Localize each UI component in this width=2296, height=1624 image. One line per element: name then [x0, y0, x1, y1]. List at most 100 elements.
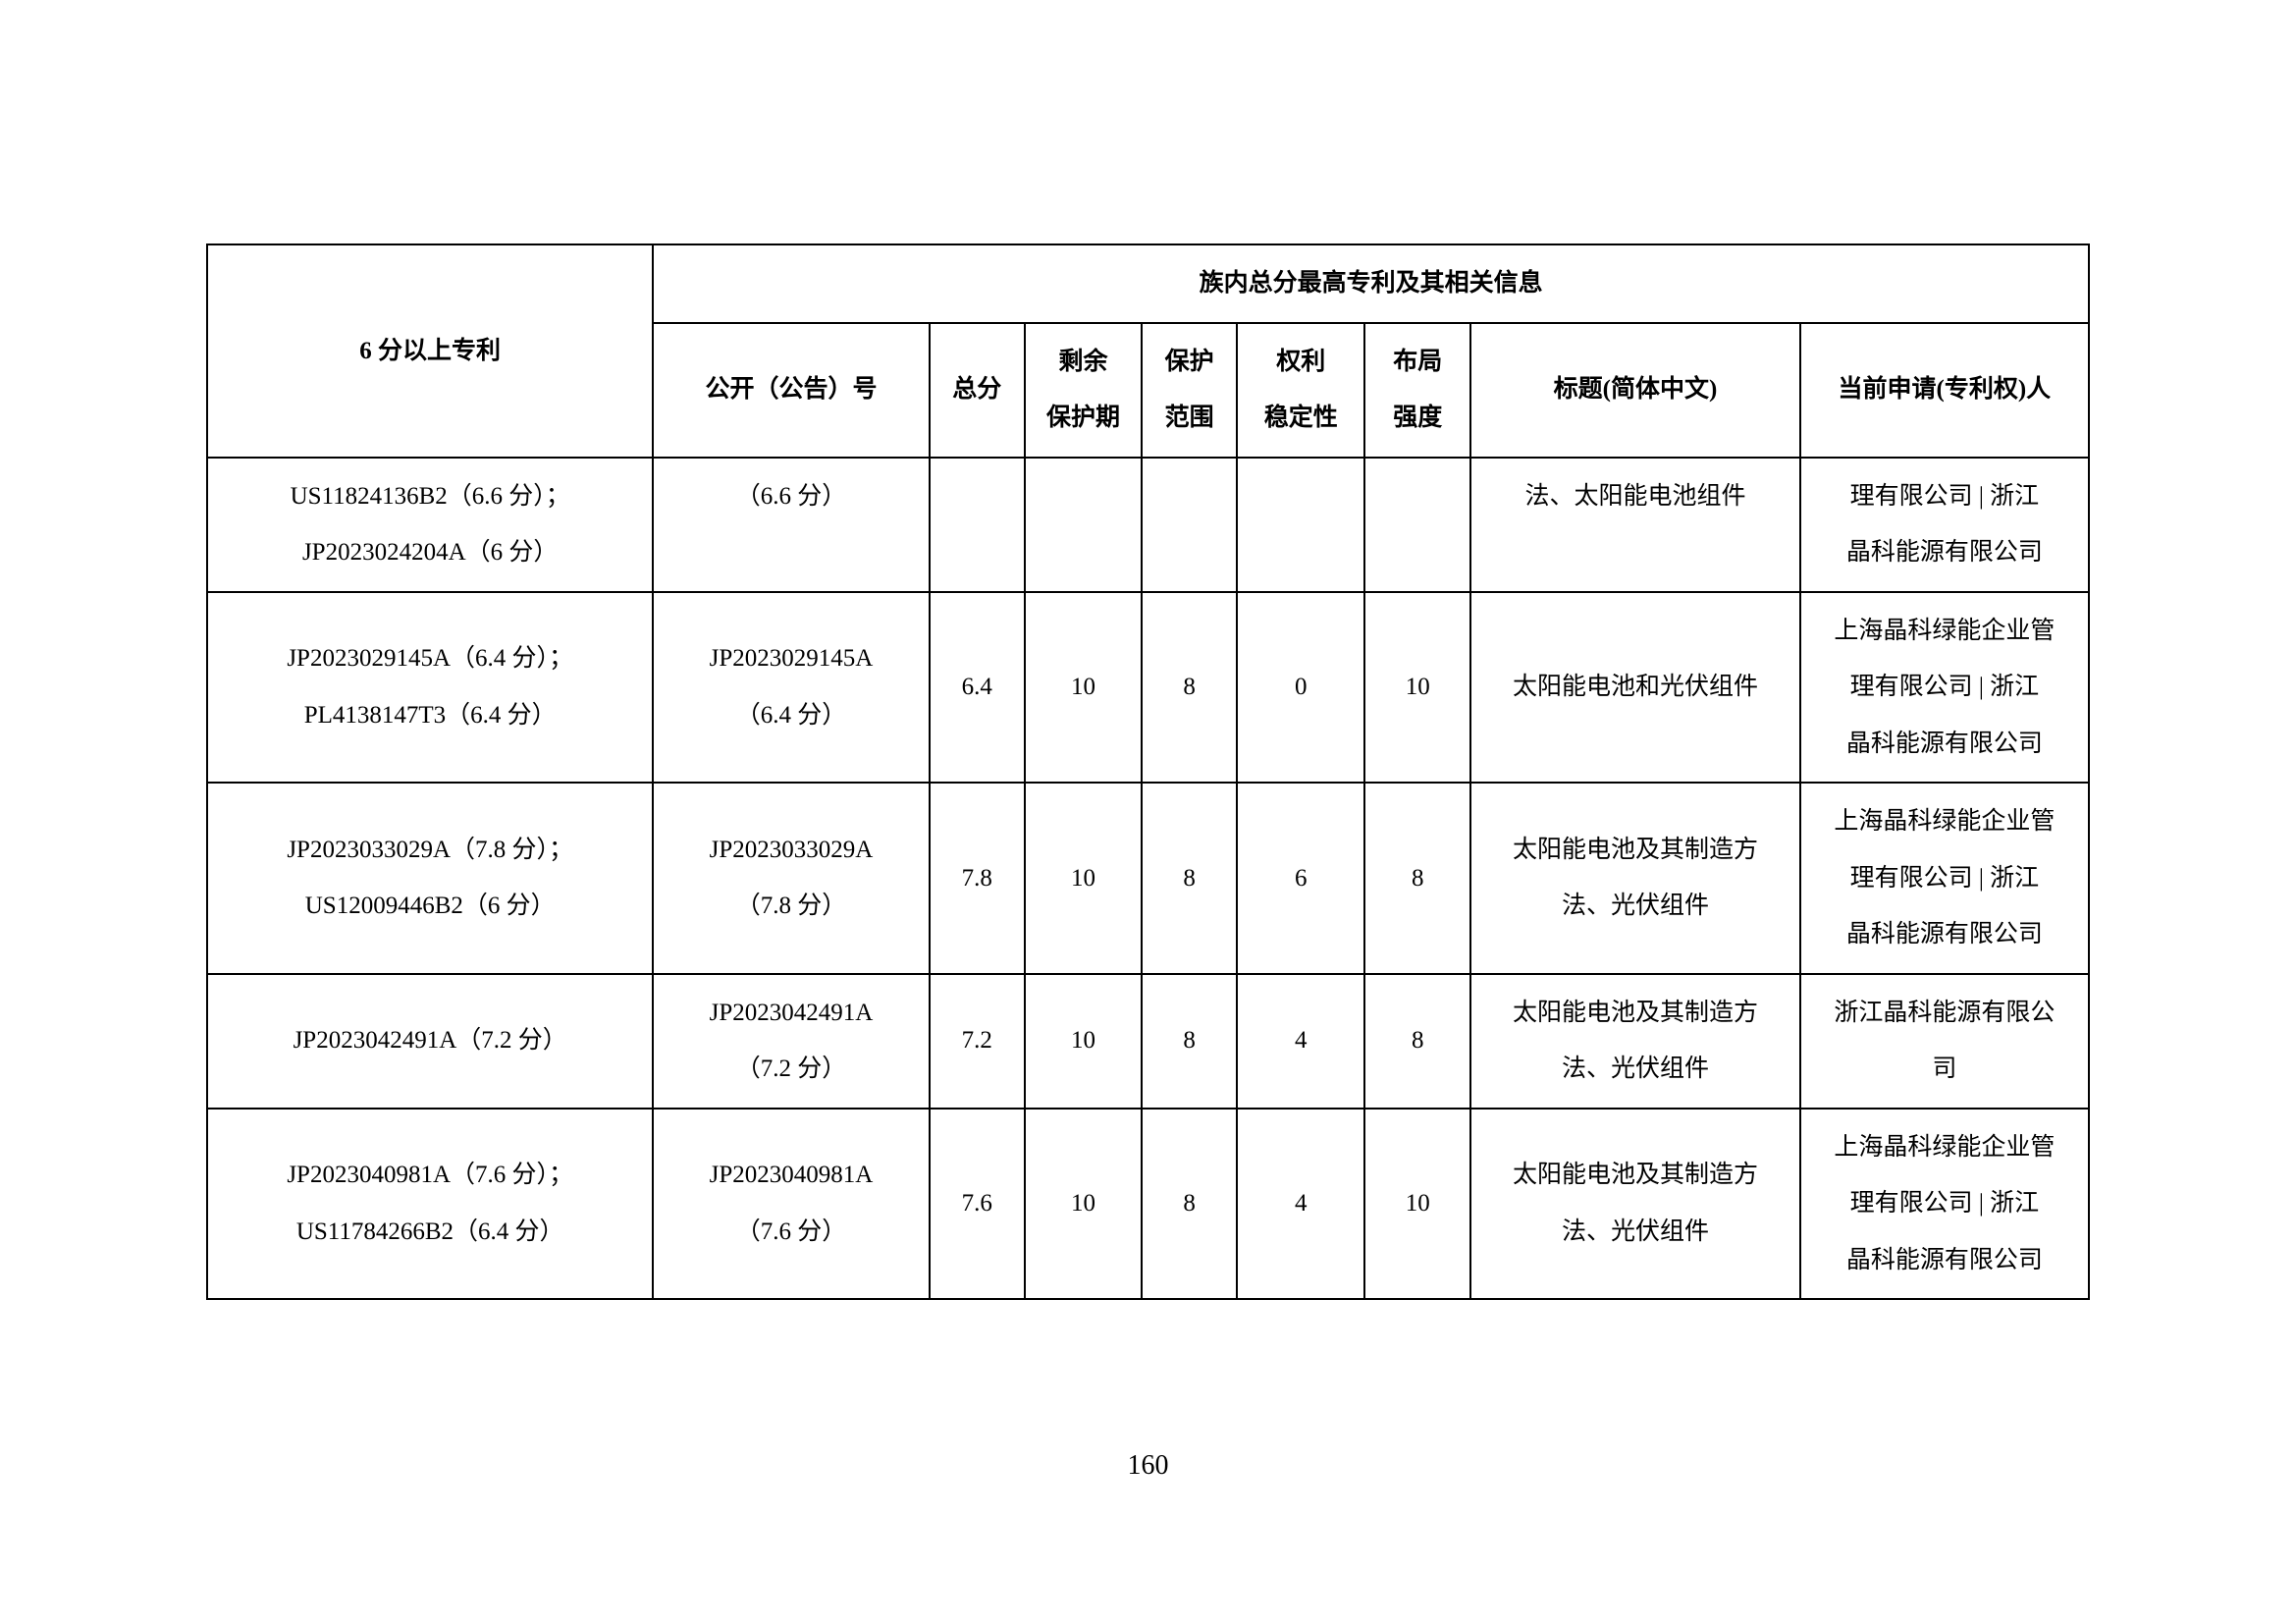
cell-patents: JP2023042491A（7.2 分）	[207, 974, 653, 1109]
cell-patents-l1: JP2023033029A（7.8 分）；	[287, 837, 573, 863]
cell-title-l1: 太阳能电池及其制造方	[1513, 1000, 1758, 1026]
cell-patents-l1: US11824136B2（6.6 分）；	[291, 483, 570, 510]
header-title: 标题(简体中文)	[1470, 323, 1799, 458]
header-group: 族内总分最高专利及其相关信息	[653, 244, 2089, 323]
cell-applicant-l3: 晶科能源有限公司	[1846, 921, 2043, 947]
cell-stability	[1237, 458, 1364, 592]
header-layout: 布局 强度	[1364, 323, 1470, 458]
cell-layout	[1364, 458, 1470, 592]
page-container: 6 分以上专利 族内总分最高专利及其相关信息 公开（公告）号 总分 剩余 保护期…	[0, 0, 2296, 1624]
cell-title-l2: 法、光伏组件	[1562, 893, 1709, 919]
header-scope-l2: 范围	[1165, 405, 1214, 431]
cell-applicant-l2: 司	[1932, 1056, 1956, 1082]
cell-applicant-l1: 理有限公司 | 浙江	[1850, 483, 2040, 510]
cell-stability: 6	[1237, 783, 1364, 974]
table-row: JP2023040981A（7.6 分）； US11784266B2（6.4 分…	[207, 1109, 2089, 1300]
cell-applicant-l3: 晶科能源有限公司	[1846, 731, 2043, 757]
cell-applicant: 上海晶科绿能企业管 理有限公司 | 浙江 晶科能源有限公司	[1800, 1109, 2089, 1300]
cell-pubno-l1: JP2023029145A	[710, 645, 874, 672]
cell-remain: 10	[1025, 592, 1142, 784]
cell-pubno-l2: （6.4 分）	[736, 702, 847, 729]
cell-patents: JP2023029145A（6.4 分）； PL4138147T3（6.4 分）	[207, 592, 653, 784]
header-remain-l2: 保护期	[1046, 405, 1120, 431]
cell-pubno-l1: JP2023040981A	[710, 1162, 874, 1188]
table-row: US11824136B2（6.6 分）； JP2023024204A（6 分） …	[207, 458, 2089, 592]
header-scope: 保护 范围	[1142, 323, 1237, 458]
cell-layout: 10	[1364, 592, 1470, 784]
header-remain: 剩余 保护期	[1025, 323, 1142, 458]
header-stability: 权利 稳定性	[1237, 323, 1364, 458]
cell-remain: 10	[1025, 1109, 1142, 1300]
cell-pubno-l2: （7.8 分）	[736, 893, 847, 919]
cell-pubno-l1: （6.6 分）	[736, 483, 847, 510]
table-row: JP2023033029A（7.8 分）； US12009446B2（6 分） …	[207, 783, 2089, 974]
cell-pubno-l2: （7.2 分）	[736, 1056, 847, 1082]
cell-patents: JP2023033029A（7.8 分）； US12009446B2（6 分）	[207, 783, 653, 974]
header-scope-l1: 保护	[1165, 349, 1214, 375]
cell-scope: 8	[1142, 783, 1237, 974]
cell-patents-l2: US11784266B2（6.4 分）	[296, 1218, 564, 1245]
table-row: JP2023042491A（7.2 分） JP2023042491A （7.2 …	[207, 974, 2089, 1109]
cell-pubno: JP2023040981A （7.6 分）	[653, 1109, 929, 1300]
cell-title: 太阳能电池及其制造方 法、光伏组件	[1470, 974, 1799, 1109]
cell-pubno: JP2023042491A （7.2 分）	[653, 974, 929, 1109]
cell-applicant: 上海晶科绿能企业管 理有限公司 | 浙江 晶科能源有限公司	[1800, 783, 2089, 974]
cell-applicant-l1: 上海晶科绿能企业管	[1834, 808, 2055, 835]
cell-scope: 8	[1142, 1109, 1237, 1300]
cell-patents: JP2023040981A（7.6 分）； US11784266B2（6.4 分…	[207, 1109, 653, 1300]
cell-pubno-l1: JP2023042491A	[710, 1000, 874, 1026]
cell-applicant-l3: 晶科能源有限公司	[1846, 1247, 2043, 1273]
cell-title-l1: 法、太阳能电池组件	[1525, 483, 1746, 510]
cell-layout: 10	[1364, 1109, 1470, 1300]
cell-applicant-l2: 理有限公司 | 浙江	[1850, 1190, 2040, 1217]
cell-stability: 0	[1237, 592, 1364, 784]
cell-total: 7.8	[930, 783, 1025, 974]
cell-patents: US11824136B2（6.6 分）； JP2023024204A（6 分）	[207, 458, 653, 592]
cell-applicant: 上海晶科绿能企业管 理有限公司 | 浙江 晶科能源有限公司	[1800, 592, 2089, 784]
cell-pubno-l1: JP2023033029A	[710, 837, 874, 863]
header-stability-l1: 权利	[1276, 349, 1325, 375]
cell-patents-l2: US12009446B2（6 分）	[305, 893, 556, 919]
cell-applicant: 理有限公司 | 浙江 晶科能源有限公司	[1800, 458, 2089, 592]
cell-title-l1: 太阳能电池和光伏组件	[1513, 674, 1758, 700]
cell-patents-l2: JP2023024204A（6 分）	[302, 539, 558, 566]
cell-remain	[1025, 458, 1142, 592]
cell-total	[930, 458, 1025, 592]
cell-title: 太阳能电池和光伏组件	[1470, 592, 1799, 784]
cell-applicant-l1: 上海晶科绿能企业管	[1834, 1134, 2055, 1161]
header-layout-l2: 强度	[1393, 405, 1442, 431]
cell-pubno: JP2023029145A （6.4 分）	[653, 592, 929, 784]
cell-title-l2: 法、光伏组件	[1562, 1218, 1709, 1245]
cell-patents-l1: JP2023042491A（7.2 分）	[294, 1027, 567, 1054]
header-applicant: 当前申请(专利权)人	[1800, 323, 2089, 458]
cell-stability: 4	[1237, 974, 1364, 1109]
cell-title: 法、太阳能电池组件	[1470, 458, 1799, 592]
cell-patents-l1: JP2023029145A（6.4 分）；	[287, 645, 573, 672]
table-header: 6 分以上专利 族内总分最高专利及其相关信息 公开（公告）号 总分 剩余 保护期…	[207, 244, 2089, 458]
header-pubno: 公开（公告）号	[653, 323, 929, 458]
cell-applicant-l1: 上海晶科绿能企业管	[1834, 618, 2055, 644]
table-body: US11824136B2（6.6 分）； JP2023024204A（6 分） …	[207, 458, 2089, 1300]
cell-title-l1: 太阳能电池及其制造方	[1513, 837, 1758, 863]
cell-scope	[1142, 458, 1237, 592]
cell-stability: 4	[1237, 1109, 1364, 1300]
cell-scope: 8	[1142, 592, 1237, 784]
cell-title: 太阳能电池及其制造方 法、光伏组件	[1470, 783, 1799, 974]
header-remain-l1: 剩余	[1058, 349, 1107, 375]
table-row: JP2023029145A（6.4 分）； PL4138147T3（6.4 分）…	[207, 592, 2089, 784]
cell-applicant-l2: 理有限公司 | 浙江	[1850, 865, 2040, 892]
cell-layout: 8	[1364, 974, 1470, 1109]
patent-table: 6 分以上专利 族内总分最高专利及其相关信息 公开（公告）号 总分 剩余 保护期…	[206, 244, 2090, 1300]
cell-title-l2: 法、光伏组件	[1562, 1056, 1709, 1082]
cell-remain: 10	[1025, 783, 1142, 974]
cell-title: 太阳能电池及其制造方 法、光伏组件	[1470, 1109, 1799, 1300]
cell-title-l1: 太阳能电池及其制造方	[1513, 1162, 1758, 1188]
cell-pubno: JP2023033029A （7.8 分）	[653, 783, 929, 974]
cell-total: 7.6	[930, 1109, 1025, 1300]
cell-applicant: 浙江晶科能源有限公 司	[1800, 974, 2089, 1109]
header-stability-l2: 稳定性	[1264, 405, 1338, 431]
cell-patents-l1: JP2023040981A（7.6 分）；	[287, 1162, 573, 1188]
cell-remain: 10	[1025, 974, 1142, 1109]
cell-pubno: （6.6 分）	[653, 458, 929, 592]
cell-scope: 8	[1142, 974, 1237, 1109]
